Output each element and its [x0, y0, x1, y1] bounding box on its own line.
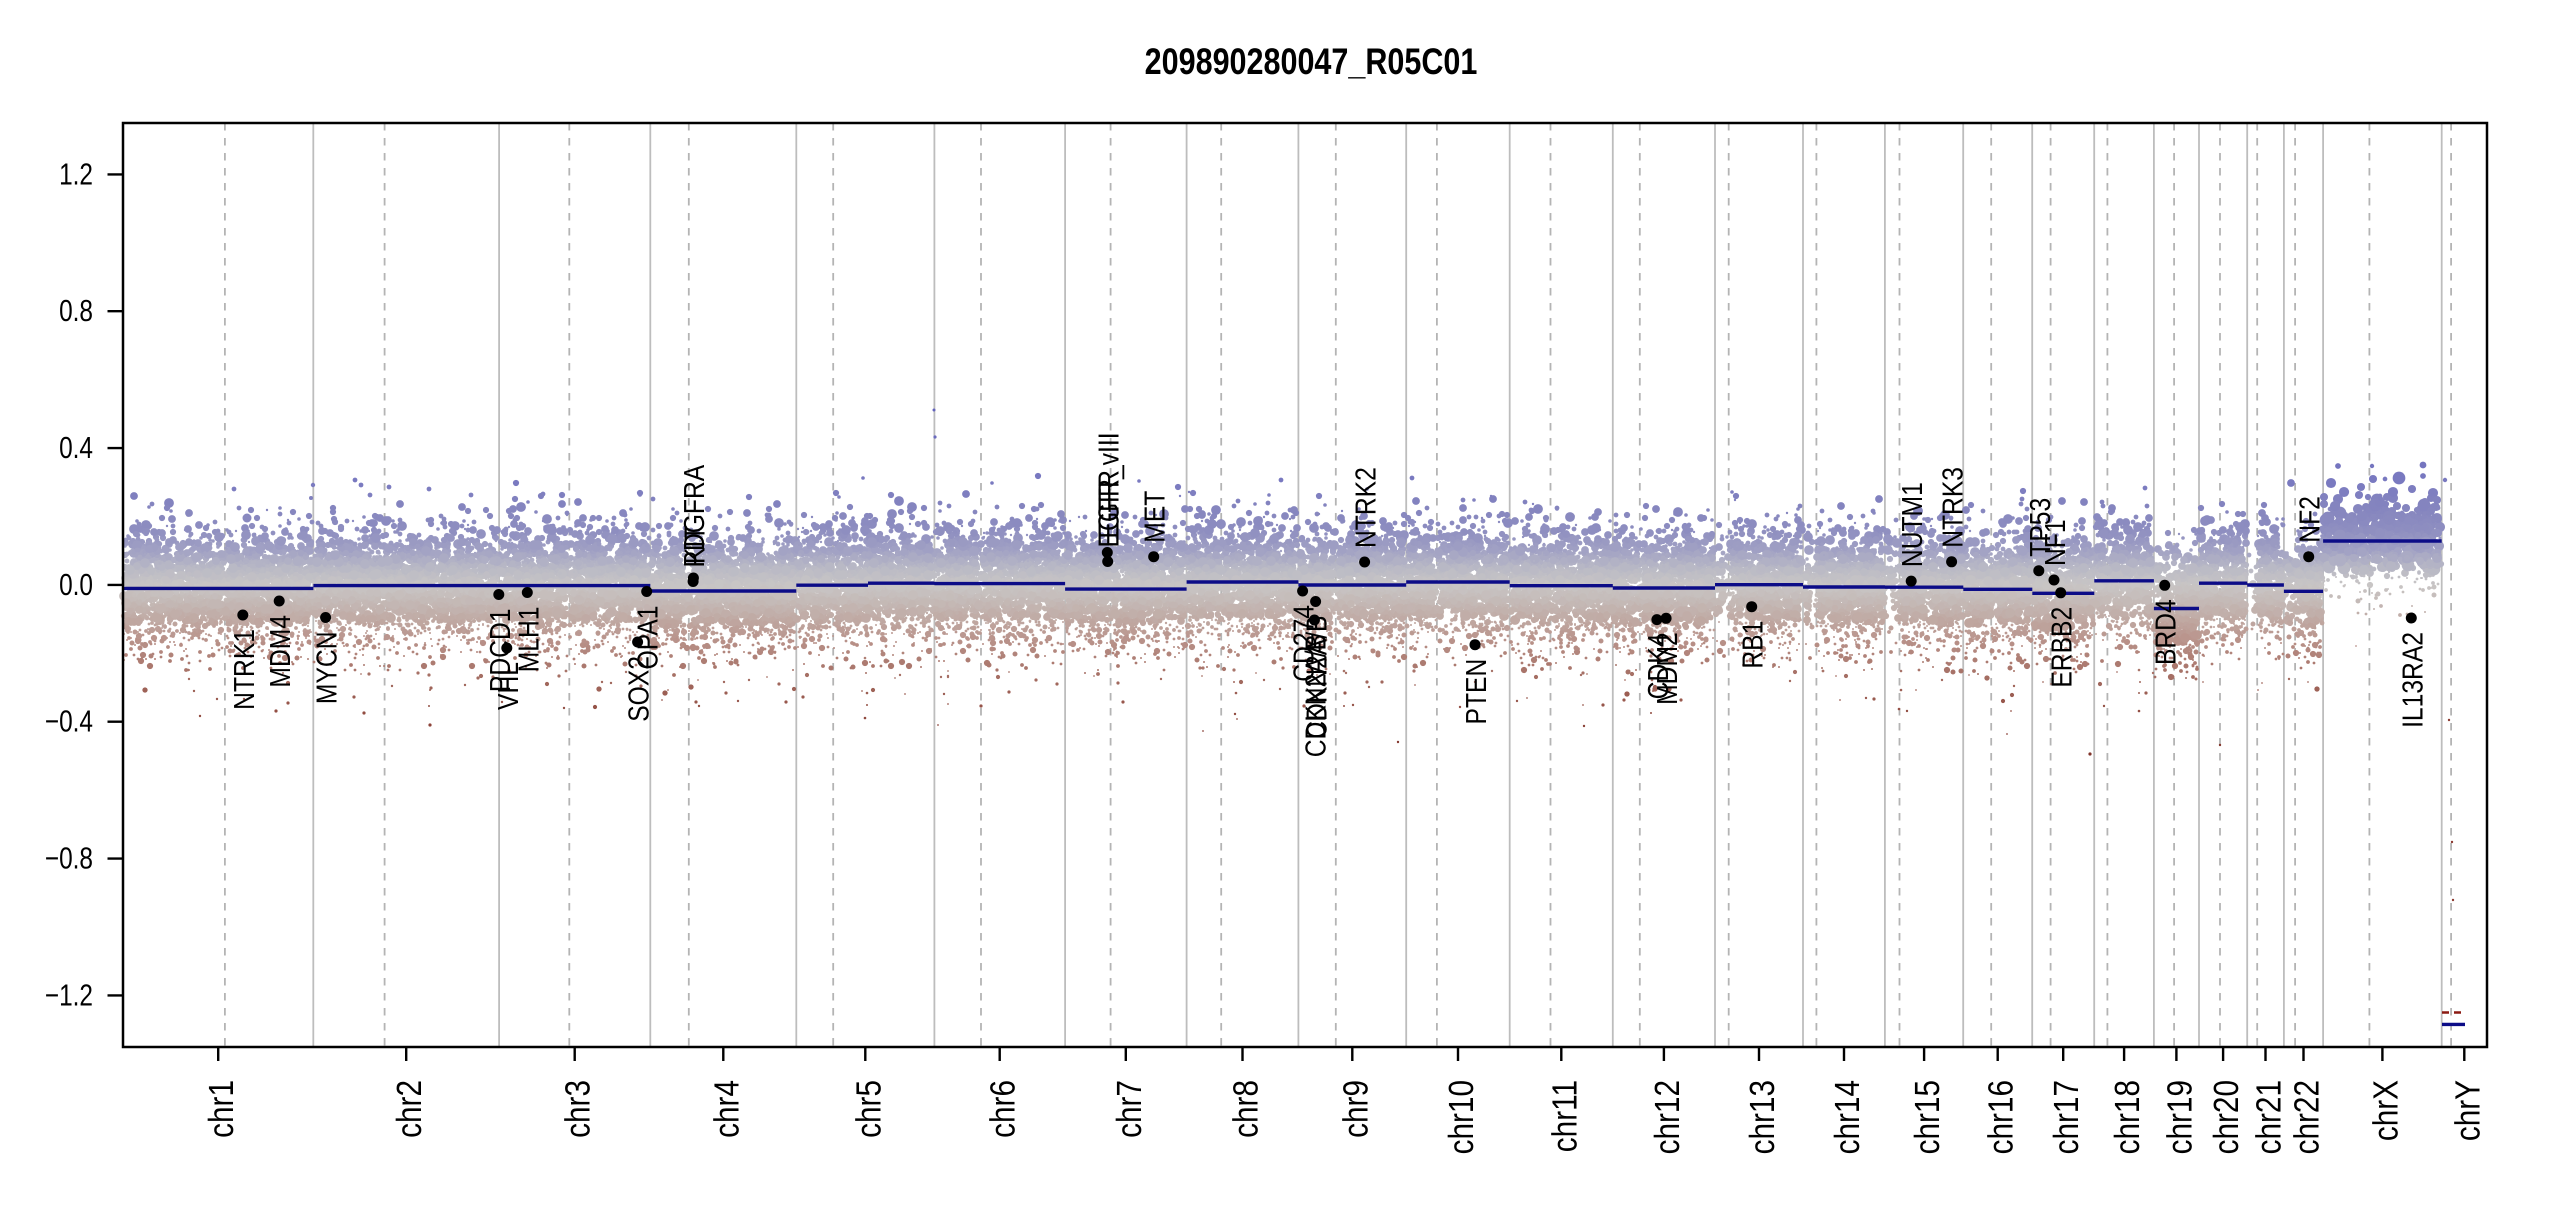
svg-text:CDKN2A/B: CDKN2A/B	[1300, 634, 1332, 757]
svg-text:chr22: chr22	[2288, 1080, 2327, 1154]
svg-text:OPA1: OPA1	[633, 606, 665, 670]
svg-text:chr4: chr4	[707, 1080, 746, 1138]
svg-text:NTRK2: NTRK2	[1351, 467, 1383, 548]
svg-text:0.4: 0.4	[59, 431, 93, 465]
svg-text:ERBB2: ERBB2	[2047, 607, 2079, 688]
svg-text:1.2: 1.2	[59, 157, 93, 191]
svg-text:chr10: chr10	[1442, 1080, 1481, 1154]
svg-text:RB1: RB1	[1738, 621, 1770, 669]
svg-text:NF2: NF2	[2295, 496, 2327, 543]
svg-text:chr11: chr11	[1545, 1080, 1584, 1152]
svg-text:SOX2: SOX2	[624, 656, 656, 722]
svg-text:209890280047_R05C01: 209890280047_R05C01	[1145, 41, 1478, 82]
svg-text:chr21: chr21	[2250, 1080, 2289, 1154]
svg-text:−0.4: −0.4	[45, 705, 93, 739]
svg-text:−1.2: −1.2	[45, 978, 93, 1012]
svg-text:chrX: chrX	[2366, 1080, 2405, 1141]
svg-text:KIT: KIT	[679, 525, 711, 564]
svg-text:NF1: NF1	[2040, 519, 2072, 566]
svg-text:EGFR: EGFR	[1093, 470, 1125, 538]
svg-text:chr6: chr6	[984, 1080, 1023, 1138]
svg-text:IL13RA2: IL13RA2	[2397, 632, 2429, 728]
svg-text:−0.8: −0.8	[45, 842, 93, 876]
svg-text:NUTM1: NUTM1	[1897, 482, 1929, 567]
svg-text:0.8: 0.8	[59, 294, 93, 328]
svg-text:NTRK3: NTRK3	[1938, 467, 1970, 548]
svg-text:chr17: chr17	[2047, 1080, 2086, 1154]
svg-text:MDM2: MDM2	[1652, 632, 1684, 705]
svg-text:PDCD1: PDCD1	[485, 609, 517, 693]
svg-text:0.0: 0.0	[59, 568, 93, 602]
svg-text:chr3: chr3	[559, 1080, 598, 1138]
svg-text:chr9: chr9	[1336, 1080, 1375, 1138]
svg-text:chr1: chr1	[202, 1080, 241, 1138]
svg-text:VHL: VHL	[493, 662, 525, 710]
svg-text:chr19: chr19	[2160, 1080, 2199, 1154]
svg-text:MET: MET	[1140, 490, 1172, 542]
svg-text:MLH1: MLH1	[513, 607, 545, 673]
svg-text:chr16: chr16	[1982, 1080, 2021, 1154]
svg-text:chr12: chr12	[1648, 1080, 1687, 1154]
svg-text:chr14: chr14	[1828, 1080, 1867, 1154]
svg-text:MYCN: MYCN	[312, 632, 344, 705]
svg-text:PTEN: PTEN	[1461, 659, 1493, 725]
svg-text:CD274: CD274	[1289, 605, 1321, 682]
svg-text:CDK4: CDK4	[1643, 634, 1675, 700]
svg-text:chr13: chr13	[1743, 1080, 1782, 1154]
svg-text:TP53: TP53	[2025, 498, 2057, 557]
svg-text:chr20: chr20	[2207, 1080, 2246, 1154]
svg-text:chr5: chr5	[849, 1080, 888, 1138]
svg-text:NTRK1: NTRK1	[229, 629, 261, 710]
svg-text:chrY: chrY	[2448, 1080, 2487, 1141]
svg-text:chr15: chr15	[1908, 1080, 1947, 1154]
svg-text:PDGFRA: PDGFRA	[679, 464, 711, 567]
svg-text:MDM4: MDM4	[265, 615, 297, 688]
svg-text:chr2: chr2	[390, 1080, 429, 1138]
svg-text:EGFR_vIII: EGFR_vIII	[1094, 432, 1126, 547]
svg-text:chr18: chr18	[2108, 1080, 2147, 1154]
svg-text:CDKN2A/B: CDKN2A/B	[1302, 616, 1334, 739]
svg-text:BRD4: BRD4	[2151, 599, 2183, 665]
svg-text:chr8: chr8	[1227, 1080, 1266, 1138]
svg-text:chr7: chr7	[1110, 1080, 1149, 1138]
